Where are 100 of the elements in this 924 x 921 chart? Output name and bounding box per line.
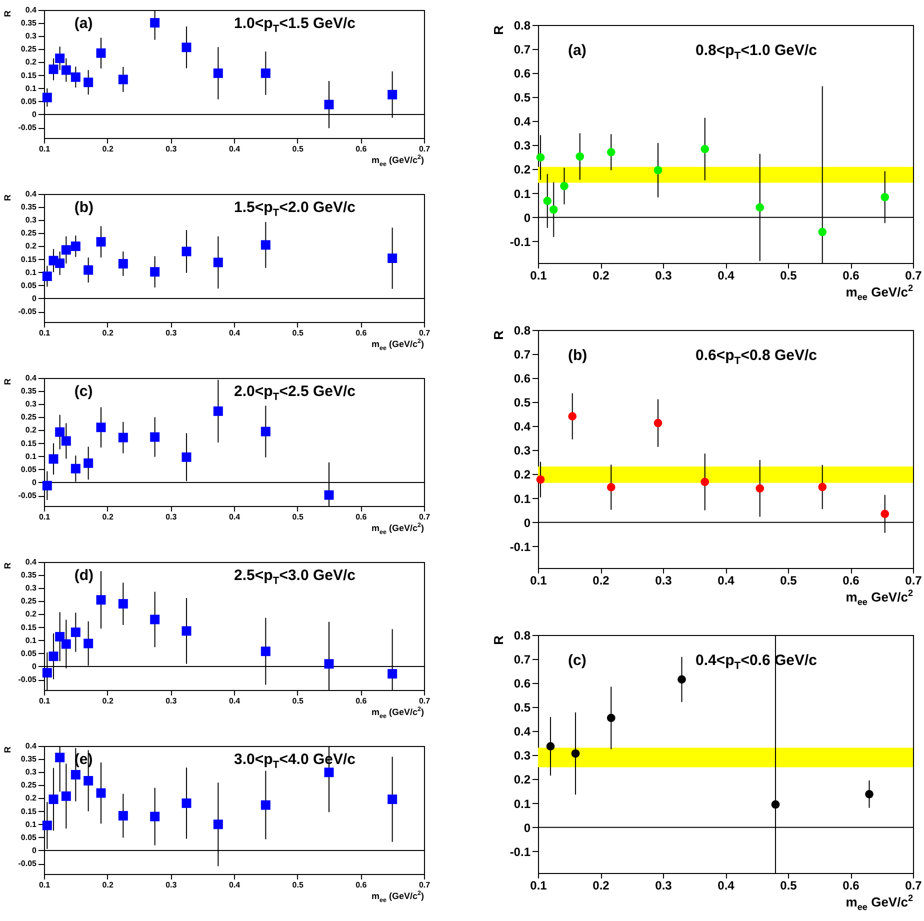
x-tick-label: 0.1 bbox=[38, 512, 51, 522]
y-tick-label: 0.15 bbox=[20, 70, 38, 80]
x-tick-label: 0.5 bbox=[292, 328, 304, 338]
x-tick-label: 0.3 bbox=[166, 144, 178, 154]
y-tick-label: -0.05 bbox=[18, 859, 38, 868]
y-tick-label: 0.1 bbox=[25, 636, 38, 645]
y-tick-label: 0.4 bbox=[514, 724, 531, 739]
x-tick-label: 0.5 bbox=[292, 880, 304, 890]
x-tick-label: 0.6 bbox=[356, 512, 368, 522]
x-tick-label: 0.2 bbox=[102, 328, 114, 338]
x-tick-label: 0.7 bbox=[418, 144, 431, 154]
y-tick-label: 0.25 bbox=[20, 44, 38, 54]
x-tick-label: 0.5 bbox=[780, 268, 798, 282]
annotation: (d) bbox=[74, 567, 94, 584]
y-tick-label: 0.1 bbox=[514, 796, 531, 811]
y-tick-label: 0.15 bbox=[20, 254, 38, 264]
x-tick-label: 0.5 bbox=[292, 144, 304, 154]
x-tick-label: 0.3 bbox=[655, 574, 672, 588]
y-tick-label: 0.2 bbox=[25, 242, 38, 251]
x-axis-title: m$_{ee}$ (GeV/c$^{2}$) bbox=[371, 890, 424, 904]
y-tick-label: -0.1 bbox=[510, 540, 531, 554]
y-tick-label: 0.3 bbox=[25, 400, 38, 409]
x-tick-label: 0.4 bbox=[228, 512, 241, 522]
y-tick-label: 0.2 bbox=[514, 162, 531, 177]
y-tick-label: -0.1 bbox=[510, 234, 531, 249]
y-tick-label: 0.3 bbox=[25, 768, 38, 777]
y-tick-label: 0 bbox=[32, 478, 38, 487]
x-tick-label: 0.1 bbox=[38, 144, 51, 154]
x-axis-title: m$_{ee}$ (GeV/c$^{2}$) bbox=[371, 154, 424, 168]
x-tick-label: 0.1 bbox=[38, 880, 51, 890]
x-tick-label: 0.3 bbox=[655, 878, 672, 892]
x-tick-label: 0.5 bbox=[780, 574, 798, 588]
annotation: 0.4<p$_{T}$<0.6 GeV/c bbox=[696, 652, 818, 672]
x-tick-label: 0.3 bbox=[655, 268, 672, 282]
x-tick-label: 0.6 bbox=[356, 144, 368, 154]
y-axis-title: R bbox=[490, 330, 506, 340]
y-tick-label: 0.4 bbox=[25, 374, 38, 382]
y-tick-label: 0.8 bbox=[514, 628, 531, 642]
x-tick-label: 0.7 bbox=[905, 268, 922, 282]
x-tick-label: 0.6 bbox=[356, 880, 368, 890]
x-tick-label: 0.4 bbox=[228, 696, 241, 706]
y-tick-label: 0.35 bbox=[20, 386, 38, 396]
annotation: (c) bbox=[568, 652, 586, 669]
y-tick-label: 0.3 bbox=[25, 32, 38, 41]
annotation: 1.5<p$_{T}$<2.0 GeV/c bbox=[234, 199, 356, 220]
y-tick-label: 0.25 bbox=[20, 596, 38, 606]
x-tick-label: 0.6 bbox=[842, 878, 860, 892]
x-axis-title: m$_{ee}$ (GeV/c$^{2}$) bbox=[371, 338, 424, 352]
y-tick-label: 0.5 bbox=[514, 90, 531, 105]
y-tick-label: 0.7 bbox=[514, 348, 531, 362]
x-tick-label: 0.2 bbox=[592, 878, 610, 892]
y-tick-label: -0.05 bbox=[18, 123, 38, 132]
x-tick-label: 0.3 bbox=[166, 512, 178, 522]
y-tick-label: 0.05 bbox=[20, 832, 38, 842]
y-tick-label: 0.3 bbox=[514, 748, 531, 763]
x-tick-label: 0.1 bbox=[38, 328, 51, 338]
x-tick-label: 0.2 bbox=[102, 696, 114, 706]
y-tick-label: 0.2 bbox=[25, 58, 38, 67]
y-tick-label: 0 bbox=[32, 662, 38, 671]
y-tick-label: 0 bbox=[524, 516, 531, 530]
y-tick-label: 0.2 bbox=[25, 610, 38, 619]
x-tick-label: 0.2 bbox=[102, 144, 114, 154]
y-tick-label: 0.6 bbox=[514, 676, 531, 691]
x-tick-label: 0.5 bbox=[292, 512, 304, 522]
y-tick-label: 0.35 bbox=[20, 18, 38, 28]
x-tick-label: 0.1 bbox=[38, 696, 51, 706]
y-axis-title: R bbox=[2, 746, 12, 753]
y-tick-label: -0.05 bbox=[18, 307, 38, 316]
y-tick-label: 0.15 bbox=[20, 438, 38, 448]
x-tick-label: 0.3 bbox=[166, 696, 178, 706]
x-tick-label: 0.7 bbox=[418, 880, 431, 890]
annotation: (c) bbox=[74, 383, 93, 400]
y-tick-label: 0 bbox=[524, 210, 531, 225]
y-tick-label: 0.1 bbox=[514, 492, 531, 506]
x-tick-label: 0.4 bbox=[228, 328, 241, 338]
annotation: 1.0<p$_{T}$<1.5 GeV/c bbox=[234, 15, 356, 36]
annotation: 2.5<p$_{T}$<3.0 GeV/c bbox=[234, 567, 356, 588]
y-tick-label: 0 bbox=[32, 110, 38, 119]
x-tick-label: 0.5 bbox=[292, 696, 304, 706]
x-tick-label: 0.7 bbox=[418, 696, 431, 706]
y-tick-label: 0.25 bbox=[20, 412, 38, 422]
x-tick-label: 0.4 bbox=[718, 268, 735, 282]
y-tick-label: 0.25 bbox=[20, 780, 38, 790]
annotation: (a) bbox=[568, 42, 586, 59]
y-tick-label: 0.1 bbox=[25, 820, 38, 829]
x-tick-label: 0.6 bbox=[842, 574, 860, 588]
x-tick-label: 0.4 bbox=[228, 144, 241, 154]
y-tick-label: 0.15 bbox=[20, 622, 38, 632]
y-tick-label: 0.7 bbox=[514, 42, 531, 57]
annotation: (b) bbox=[74, 199, 94, 216]
x-tick-label: 0.2 bbox=[102, 880, 114, 890]
y-tick-label: 0.6 bbox=[514, 66, 531, 81]
x-tick-label: 0.4 bbox=[228, 880, 241, 890]
x-tick-label: 0.2 bbox=[592, 574, 610, 588]
x-tick-label: 0.4 bbox=[718, 878, 735, 892]
y-tick-label: 0.1 bbox=[25, 84, 38, 93]
x-axis-title: m$_{ee}$ GeV/c$^{2}$ bbox=[846, 283, 913, 302]
y-tick-label: 0.4 bbox=[25, 190, 38, 198]
x-axis-title: m$_{ee}$ GeV/c$^{2}$ bbox=[846, 893, 913, 912]
x-tick-label: 0.6 bbox=[842, 268, 860, 282]
